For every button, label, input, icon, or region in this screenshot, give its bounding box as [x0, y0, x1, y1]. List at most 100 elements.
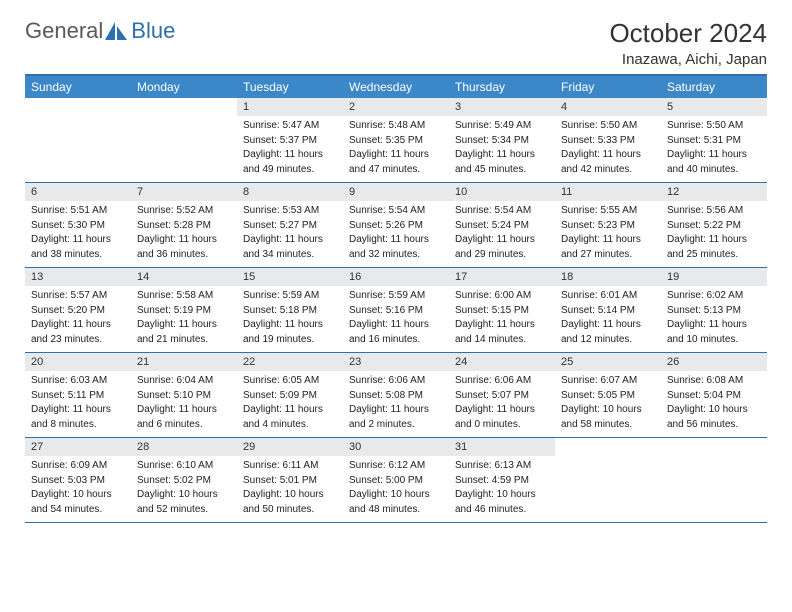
day-content: Sunrise: 6:11 AMSunset: 5:01 PMDaylight:… — [237, 456, 343, 520]
calendar-cell: 13Sunrise: 5:57 AMSunset: 5:20 PMDayligh… — [25, 268, 131, 352]
day-number: 26 — [661, 353, 767, 371]
day-info-line: and 32 minutes. — [349, 248, 443, 262]
day-info-line: Daylight: 11 hours — [561, 148, 655, 162]
day-info-line: Sunrise: 6:06 AM — [455, 374, 549, 388]
day-info-line: and 12 minutes. — [561, 333, 655, 347]
day-content: Sunrise: 6:09 AMSunset: 5:03 PMDaylight:… — [25, 456, 131, 520]
day-info-line: Daylight: 11 hours — [243, 318, 337, 332]
calendar-cell: 17Sunrise: 6:00 AMSunset: 5:15 PMDayligh… — [449, 268, 555, 352]
day-info-line: Daylight: 11 hours — [31, 403, 125, 417]
day-info-line: Sunset: 5:33 PM — [561, 134, 655, 148]
day-content: Sunrise: 5:56 AMSunset: 5:22 PMDaylight:… — [661, 201, 767, 265]
calendar-cell: 9Sunrise: 5:54 AMSunset: 5:26 PMDaylight… — [343, 183, 449, 267]
day-info-line: and 23 minutes. — [31, 333, 125, 347]
day-info-line: Sunrise: 5:50 AM — [561, 119, 655, 133]
day-info-line: Sunset: 5:18 PM — [243, 304, 337, 318]
day-info-line: and 34 minutes. — [243, 248, 337, 262]
day-info-line: Daylight: 11 hours — [243, 148, 337, 162]
day-info-line: Sunset: 5:14 PM — [561, 304, 655, 318]
day-content: Sunrise: 6:02 AMSunset: 5:13 PMDaylight:… — [661, 286, 767, 350]
day-info-line: and 46 minutes. — [455, 503, 549, 517]
day-content: Sunrise: 5:54 AMSunset: 5:24 PMDaylight:… — [449, 201, 555, 265]
day-info-line: Sunrise: 5:50 AM — [667, 119, 761, 133]
day-info-line: Sunrise: 6:11 AM — [243, 459, 337, 473]
day-info-line: and 45 minutes. — [455, 163, 549, 177]
day-number: 30 — [343, 438, 449, 456]
calendar-cell: 23Sunrise: 6:06 AMSunset: 5:08 PMDayligh… — [343, 353, 449, 437]
day-info-line: and 56 minutes. — [667, 418, 761, 432]
day-info-line: Sunset: 5:22 PM — [667, 219, 761, 233]
day-number: 19 — [661, 268, 767, 286]
day-info-line: and 14 minutes. — [455, 333, 549, 347]
calendar-cell — [661, 438, 767, 522]
day-info-line: Daylight: 11 hours — [349, 403, 443, 417]
day-info-line: Sunrise: 5:48 AM — [349, 119, 443, 133]
calendar-cell: 12Sunrise: 5:56 AMSunset: 5:22 PMDayligh… — [661, 183, 767, 267]
day-info-line: and 27 minutes. — [561, 248, 655, 262]
day-info-line: Sunset: 5:35 PM — [349, 134, 443, 148]
day-info-line: Sunrise: 6:06 AM — [349, 374, 443, 388]
day-info-line: Daylight: 11 hours — [667, 148, 761, 162]
day-info-line: Daylight: 11 hours — [561, 233, 655, 247]
day-info-line: Sunset: 5:34 PM — [455, 134, 549, 148]
day-info-line: Daylight: 11 hours — [31, 233, 125, 247]
day-info-line: Sunrise: 5:47 AM — [243, 119, 337, 133]
day-info-line: Daylight: 10 hours — [243, 488, 337, 502]
day-info-line: and 42 minutes. — [561, 163, 655, 177]
day-info-line: and 16 minutes. — [349, 333, 443, 347]
day-info-line: Daylight: 11 hours — [243, 403, 337, 417]
calendar-cell: 10Sunrise: 5:54 AMSunset: 5:24 PMDayligh… — [449, 183, 555, 267]
day-info-line: and 48 minutes. — [349, 503, 443, 517]
day-number: 18 — [555, 268, 661, 286]
day-number — [661, 438, 767, 444]
day-number: 29 — [237, 438, 343, 456]
day-number: 3 — [449, 98, 555, 116]
logo-text-general: General — [25, 18, 103, 44]
day-info-line: Daylight: 10 hours — [349, 488, 443, 502]
day-info-line: and 21 minutes. — [137, 333, 231, 347]
day-content: Sunrise: 6:04 AMSunset: 5:10 PMDaylight:… — [131, 371, 237, 435]
day-content: Sunrise: 5:51 AMSunset: 5:30 PMDaylight:… — [25, 201, 131, 265]
calendar-week-row: 27Sunrise: 6:09 AMSunset: 5:03 PMDayligh… — [25, 438, 767, 523]
calendar-week-row: 1Sunrise: 5:47 AMSunset: 5:37 PMDaylight… — [25, 98, 767, 183]
day-number: 14 — [131, 268, 237, 286]
day-content: Sunrise: 5:57 AMSunset: 5:20 PMDaylight:… — [25, 286, 131, 350]
calendar-grid: Sunday Monday Tuesday Wednesday Thursday… — [25, 74, 767, 523]
day-number: 11 — [555, 183, 661, 201]
weekday-header: Sunday — [25, 76, 131, 98]
day-info-line: Sunrise: 5:56 AM — [667, 204, 761, 218]
day-info-line: Sunset: 5:28 PM — [137, 219, 231, 233]
location-label: Inazawa, Aichi, Japan — [609, 51, 767, 68]
calendar-cell: 27Sunrise: 6:09 AMSunset: 5:03 PMDayligh… — [25, 438, 131, 522]
weeks-container: 1Sunrise: 5:47 AMSunset: 5:37 PMDaylight… — [25, 98, 767, 523]
day-number: 1 — [237, 98, 343, 116]
day-content: Sunrise: 6:06 AMSunset: 5:07 PMDaylight:… — [449, 371, 555, 435]
calendar-cell: 22Sunrise: 6:05 AMSunset: 5:09 PMDayligh… — [237, 353, 343, 437]
day-info-line: Daylight: 11 hours — [455, 318, 549, 332]
day-content: Sunrise: 6:07 AMSunset: 5:05 PMDaylight:… — [555, 371, 661, 435]
day-content: Sunrise: 5:55 AMSunset: 5:23 PMDaylight:… — [555, 201, 661, 265]
day-number: 21 — [131, 353, 237, 371]
weekday-header: Monday — [131, 76, 237, 98]
day-info-line: Sunrise: 6:13 AM — [455, 459, 549, 473]
day-number: 13 — [25, 268, 131, 286]
day-info-line: and 0 minutes. — [455, 418, 549, 432]
day-info-line: Sunrise: 5:55 AM — [561, 204, 655, 218]
day-info-line: Sunrise: 5:54 AM — [349, 204, 443, 218]
day-info-line: and 2 minutes. — [349, 418, 443, 432]
weekday-header-row: Sunday Monday Tuesday Wednesday Thursday… — [25, 76, 767, 98]
calendar-cell — [131, 98, 237, 182]
calendar-cell: 31Sunrise: 6:13 AMSunset: 4:59 PMDayligh… — [449, 438, 555, 522]
day-info-line: and 36 minutes. — [137, 248, 231, 262]
day-number: 28 — [131, 438, 237, 456]
day-info-line: Daylight: 11 hours — [243, 233, 337, 247]
title-block: October 2024 Inazawa, Aichi, Japan — [609, 18, 767, 68]
day-info-line: Sunset: 5:37 PM — [243, 134, 337, 148]
day-info-line: Daylight: 10 hours — [31, 488, 125, 502]
day-content: Sunrise: 5:52 AMSunset: 5:28 PMDaylight:… — [131, 201, 237, 265]
logo-sail-icon — [105, 22, 129, 40]
day-info-line: Sunset: 5:07 PM — [455, 389, 549, 403]
calendar-week-row: 13Sunrise: 5:57 AMSunset: 5:20 PMDayligh… — [25, 268, 767, 353]
day-number — [131, 98, 237, 104]
calendar-cell: 20Sunrise: 6:03 AMSunset: 5:11 PMDayligh… — [25, 353, 131, 437]
